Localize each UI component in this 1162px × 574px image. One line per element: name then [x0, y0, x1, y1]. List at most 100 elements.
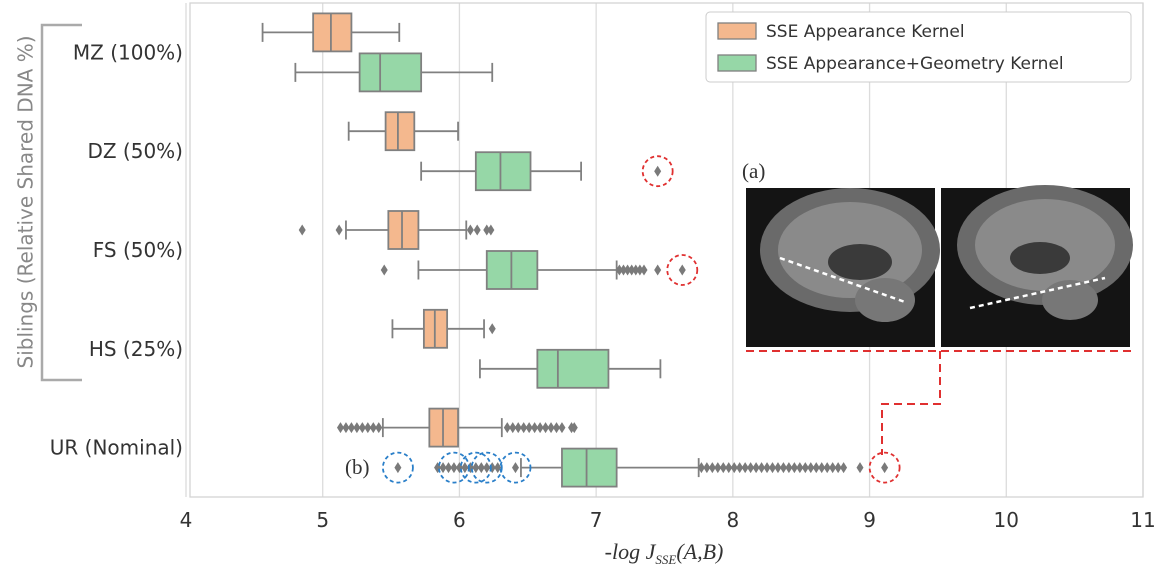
- legend-frame: [705, 11, 1132, 83]
- outlier: [547, 422, 555, 434]
- outlier: [823, 462, 831, 474]
- outlier: [725, 462, 733, 474]
- outlier: [636, 264, 644, 276]
- highlight-ring: [666, 254, 699, 286]
- highlight-ring: [868, 451, 901, 484]
- outlier: [619, 264, 627, 276]
- outlier: [558, 422, 566, 434]
- brain-images: [746, 185, 1133, 455]
- y-tick-label: DZ (50%): [87, 139, 183, 163]
- image-line: [779, 256, 906, 304]
- outlier: [494, 462, 502, 474]
- x-tick-label: 10: [994, 508, 1019, 532]
- outlier: [801, 462, 809, 474]
- outlier: [472, 462, 480, 474]
- outlier: [654, 165, 662, 177]
- outlier: [394, 462, 402, 474]
- plot-frame: [189, 2, 1144, 498]
- outlier: [483, 462, 491, 474]
- box: [474, 151, 532, 192]
- outlier: [570, 422, 578, 434]
- legend-swatch: [717, 22, 757, 40]
- outlier: [342, 422, 350, 434]
- outlier: [511, 462, 519, 474]
- outlier: [714, 462, 722, 474]
- outlier: [881, 462, 889, 474]
- highlight-ring: [470, 451, 503, 484]
- outlier: [719, 462, 727, 474]
- y-tick-label: FS (50%): [93, 238, 183, 262]
- outlier: [461, 462, 469, 474]
- outlier: [514, 422, 522, 434]
- image-shape: [1010, 242, 1070, 274]
- x-tick-label: 7: [590, 508, 603, 532]
- box: [358, 52, 423, 93]
- outlier: [856, 462, 864, 474]
- outlier: [488, 323, 496, 335]
- outlier: [829, 462, 837, 474]
- x-axis-label: -log JSSE(A,B): [605, 539, 724, 567]
- outlier: [347, 422, 355, 434]
- outlier: [509, 422, 517, 434]
- outlier: [487, 224, 495, 236]
- y-tick-label: UR (Nominal): [50, 436, 183, 460]
- outlier: [779, 462, 787, 474]
- legend-swatch: [717, 54, 757, 72]
- x-tick-label: 5: [316, 508, 329, 532]
- outlier: [477, 462, 485, 474]
- y-tick-label: HS (25%): [89, 337, 183, 361]
- outlier: [520, 422, 528, 434]
- outlier: [807, 462, 815, 474]
- box: [536, 348, 610, 389]
- box: [561, 447, 618, 488]
- box: [384, 111, 416, 152]
- outlier: [790, 462, 798, 474]
- outlier: [632, 264, 640, 276]
- outlier: [624, 264, 632, 276]
- x-tick-label: 9: [863, 508, 876, 532]
- outlier: [473, 224, 481, 236]
- highlight-ring: [438, 451, 470, 484]
- outlier: [503, 422, 511, 434]
- outlier: [336, 422, 344, 434]
- annotation: (b): [345, 455, 370, 479]
- outlier: [654, 264, 662, 276]
- outlier: [483, 224, 491, 236]
- outlier: [736, 462, 744, 474]
- outlier: [678, 264, 686, 276]
- outlier: [552, 422, 560, 434]
- outlier: [525, 422, 533, 434]
- outlier: [335, 224, 343, 236]
- outlier: [364, 422, 372, 434]
- outlier: [640, 264, 648, 276]
- y-tick-label: MZ (100%): [73, 40, 183, 64]
- plot-layer: SSE Appearance Kernel SSE Appearance+Geom…: [261, 11, 1132, 488]
- outlier: [703, 462, 711, 474]
- outlier: [840, 462, 848, 474]
- outlier: [758, 462, 766, 474]
- outlier: [353, 422, 361, 434]
- outlier: [697, 462, 705, 474]
- highlight-ring: [641, 155, 674, 188]
- outlier: [708, 462, 716, 474]
- outlier: [369, 422, 377, 434]
- image-shape: [828, 244, 892, 280]
- x-label-tail: (A,B): [676, 539, 723, 564]
- annotation: (a): [742, 159, 765, 183]
- legend-label: SSE Appearance Kernel: [766, 22, 965, 42]
- outlier: [358, 422, 366, 434]
- outlier: [531, 422, 539, 434]
- outlier: [380, 264, 388, 276]
- x-tick-label: 6: [453, 508, 466, 532]
- outlier: [774, 462, 782, 474]
- outlier: [439, 462, 447, 474]
- bracket: [40, 23, 82, 382]
- outlier: [450, 462, 458, 474]
- group-label: Siblings (Relative Shared DNA %): [14, 36, 38, 369]
- highlight-ring: [499, 451, 532, 484]
- outlier: [834, 462, 842, 474]
- outlier: [818, 462, 826, 474]
- outlier: [741, 462, 749, 474]
- x-label-sub: SSE: [655, 552, 676, 567]
- legend-label: SSE Appearance+Geometry Kernel: [766, 54, 1064, 74]
